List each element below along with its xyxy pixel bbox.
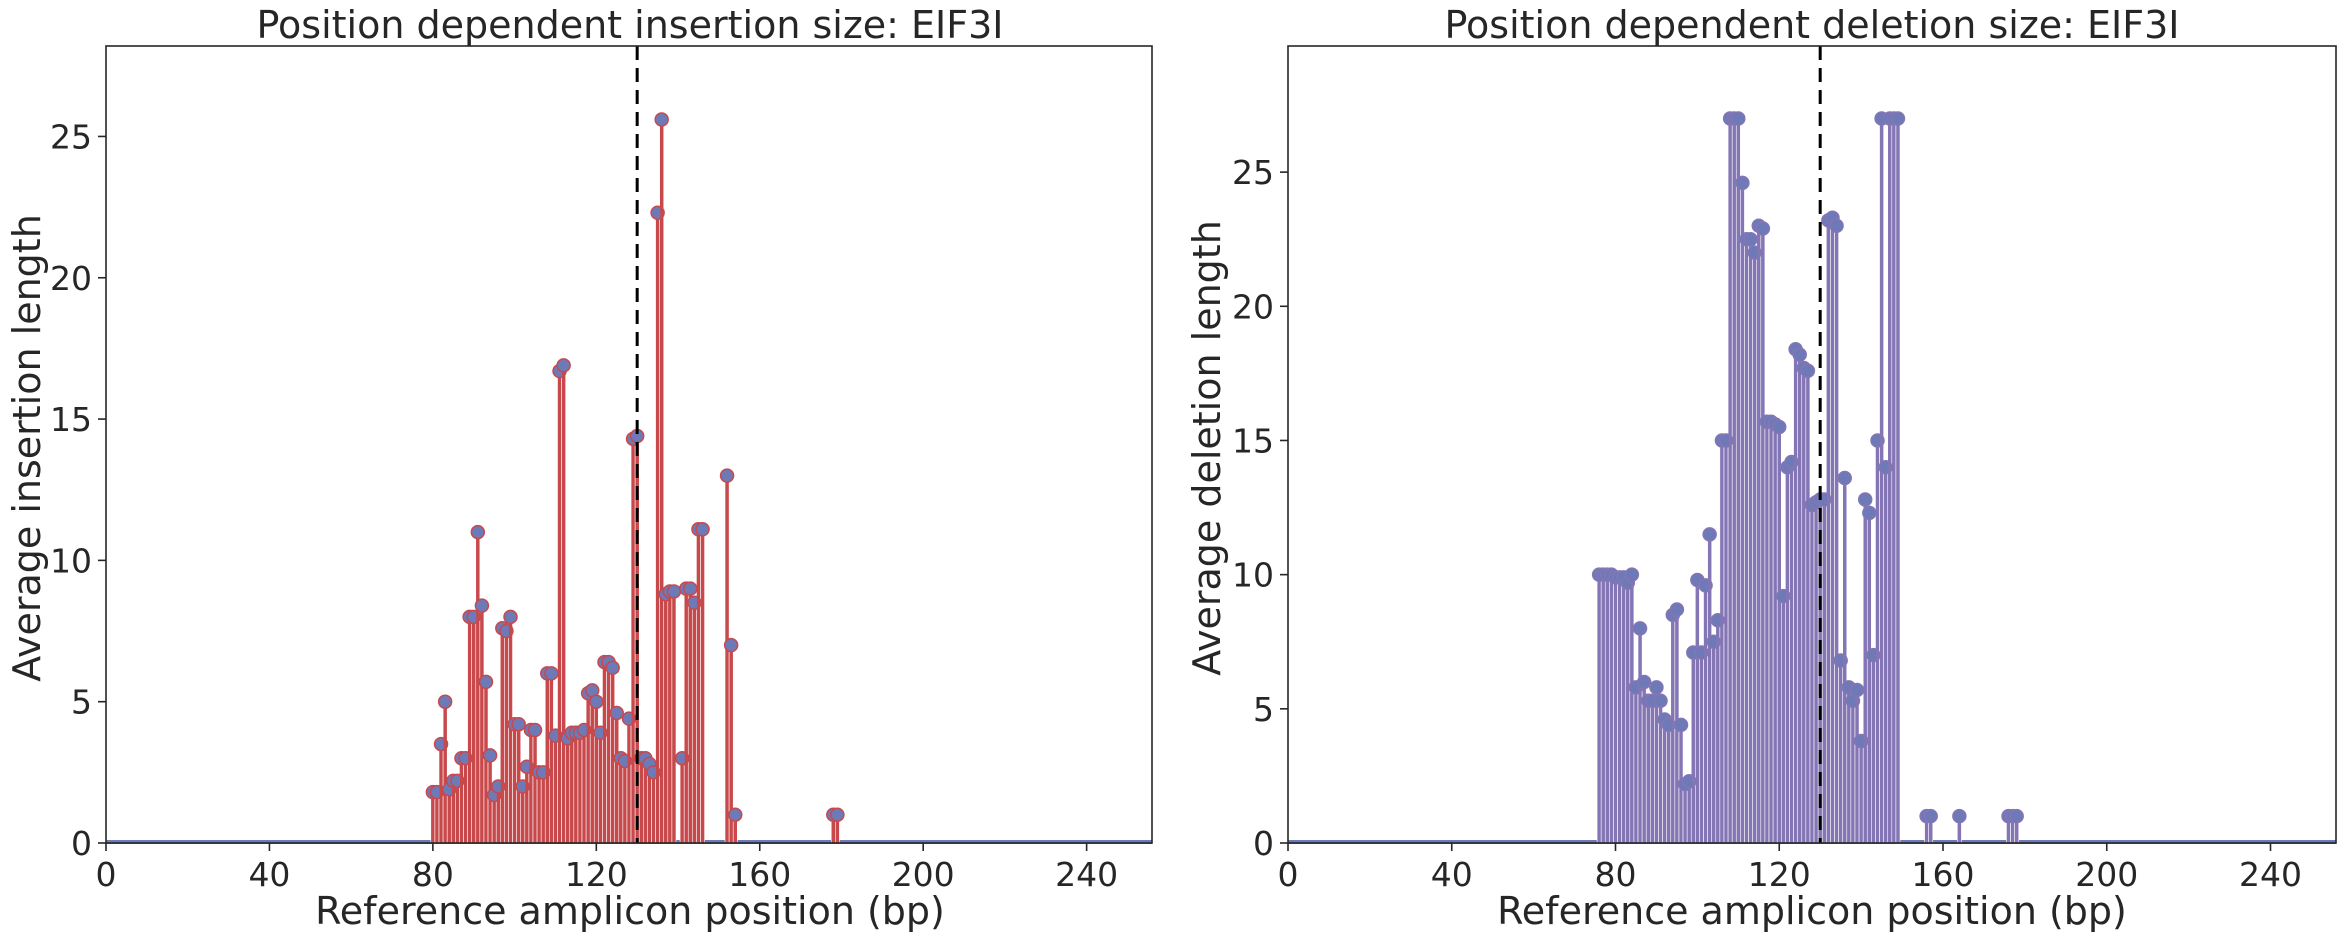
insertion-plot-frame — [105, 45, 1153, 844]
insertion-point — [511, 717, 526, 732]
deletion-x-axis-label: Reference amplicon position (bp) — [1497, 889, 2127, 933]
deletion-point — [1849, 682, 1865, 698]
insertion-point — [470, 524, 486, 540]
insertion-chart-title: Position dependent insertion size: EIF3I — [256, 3, 1003, 47]
insertion-point — [478, 674, 494, 690]
insertion-x-tick-label: 0 — [96, 855, 117, 894]
insertion-y-tick-label: 5 — [71, 683, 92, 722]
insertion-point — [474, 598, 490, 613]
insertion-x-tick-label: 40 — [248, 855, 290, 894]
deletion-point — [1862, 505, 1877, 521]
insertion-x-axis-label: Reference amplicon position (bp) — [315, 889, 945, 933]
insertion-point — [695, 522, 710, 537]
deletion-size-panel: Position dependent deletion size: EIF3I … — [1185, 3, 2337, 933]
insertion-x-tick-label: 120 — [565, 855, 628, 894]
deletion-x-tick-label: 80 — [1595, 855, 1637, 894]
insertion-point — [654, 112, 669, 127]
insertion-point — [605, 660, 620, 676]
insertion-y-tick-label: 25 — [50, 117, 92, 156]
deletion-x-tick-label: 0 — [1278, 855, 1299, 894]
deletion-point — [1800, 363, 1816, 378]
deletion-plot-frame — [1287, 45, 2337, 844]
deletion-y-tick-label: 15 — [1232, 421, 1274, 460]
deletion-point — [1772, 419, 1787, 435]
insertion-x-tick-label: 200 — [892, 855, 955, 894]
insertion-point — [503, 609, 518, 625]
deletion-point — [1731, 111, 1746, 126]
deletion-y-tick-label: 20 — [1232, 287, 1274, 326]
insertion-point — [830, 807, 845, 822]
insertion-y-axis-label: Average insertion length — [5, 214, 49, 682]
insertion-point — [527, 722, 543, 738]
deletion-x-tick-label: 200 — [2075, 855, 2138, 894]
deletion-y-tick-label: 10 — [1232, 556, 1274, 595]
deletion-x-tick-label: 160 — [1912, 855, 1975, 894]
deletion-point — [2009, 808, 2024, 824]
insertion-point — [589, 694, 604, 709]
insertion-point — [666, 584, 682, 599]
deletion-point — [1890, 111, 1906, 126]
insertion-y-tick-label: 15 — [50, 400, 92, 439]
deletion-point — [1653, 693, 1668, 709]
deletion-point — [1923, 808, 1938, 824]
deletion-point — [1743, 231, 1758, 247]
insertion-x-tick-label: 160 — [728, 855, 791, 894]
deletion-y-axis-label: Average deletion length — [1185, 220, 1229, 676]
insertion-point — [683, 581, 698, 596]
deletion-point — [1857, 492, 1873, 507]
insertion-point — [723, 637, 739, 653]
insertion-point — [482, 748, 498, 763]
insertion-point — [556, 358, 571, 373]
deletion-point — [1673, 717, 1689, 733]
deletion-y-tick-label: 0 — [1253, 824, 1274, 863]
insertion-point — [437, 694, 453, 709]
deletion-point — [1624, 567, 1640, 582]
deletion-y-tick-label: 5 — [1253, 690, 1274, 729]
insertion-x-tick-label: 80 — [412, 855, 454, 894]
deletion-point — [1837, 470, 1852, 486]
insertion-y-tick-label: 10 — [50, 541, 92, 580]
insertion-y-tick-label: 20 — [50, 259, 92, 298]
deletion-point — [1735, 175, 1750, 191]
insertion-point — [609, 705, 624, 721]
insertion-point — [719, 468, 735, 483]
deletion-point — [1829, 218, 1844, 234]
insertion-point — [544, 666, 559, 681]
deletion-point — [1792, 347, 1807, 362]
deletion-point — [1669, 602, 1685, 617]
insertion-y-tick-label: 0 — [71, 824, 92, 863]
deletion-point — [1702, 527, 1717, 542]
deletion-point — [1952, 808, 1967, 824]
deletion-x-tick-label: 40 — [1431, 855, 1473, 894]
deletion-x-tick-label: 240 — [2239, 855, 2302, 894]
deletion-point — [1636, 674, 1652, 690]
deletion-point — [1632, 621, 1648, 636]
insertion-x-tick-label: 240 — [1055, 855, 1118, 894]
deletion-chart-title: Position dependent deletion size: EIF3I — [1444, 3, 2179, 47]
insertion-point — [727, 807, 743, 822]
insertion-size-panel: Position dependent insertion size: EIF3I… — [5, 3, 1153, 933]
deletion-point — [1649, 680, 1664, 695]
deletion-y-tick-label: 25 — [1232, 153, 1274, 192]
deletion-x-tick-label: 120 — [1748, 855, 1811, 894]
deletion-point — [1755, 221, 1771, 236]
